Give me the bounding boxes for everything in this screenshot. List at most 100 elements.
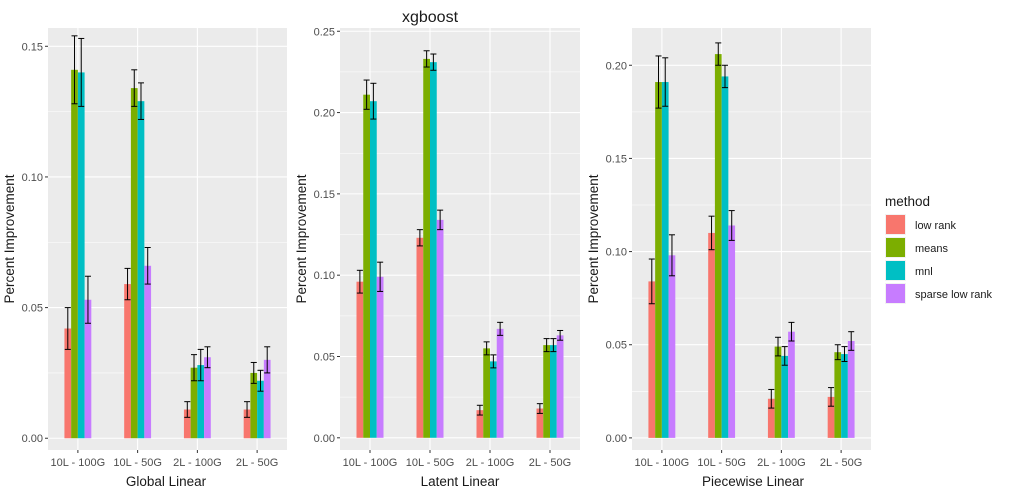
panel-1: 0.00 0.05 0.10 0.15 10L - 100G 10L - 50G 2L - … xyxy=(2,28,287,489)
error-bar xyxy=(550,338,557,353)
bar xyxy=(728,225,736,438)
x-tick-label: 10L - 50G xyxy=(697,457,746,469)
bar xyxy=(250,372,258,439)
x-tick-label: 2L - 100G xyxy=(757,457,806,469)
x-axis-title: Global Linear xyxy=(126,474,207,489)
error-bar xyxy=(64,307,71,350)
bar xyxy=(655,82,662,438)
bar xyxy=(550,345,557,438)
bar xyxy=(767,398,775,438)
error-bar xyxy=(668,234,675,277)
y-axis-title: Percent Improvement xyxy=(294,174,309,303)
legend-label: low rank xyxy=(915,220,956,232)
bar xyxy=(363,94,370,438)
error-bar xyxy=(768,388,775,409)
error-bar xyxy=(715,42,722,66)
bar xyxy=(490,361,497,438)
bar xyxy=(204,357,211,439)
bar xyxy=(190,367,198,439)
bar xyxy=(370,101,377,438)
bar xyxy=(781,355,789,438)
error-bar xyxy=(648,258,655,305)
error-bar xyxy=(848,331,855,351)
error-bar xyxy=(197,348,204,382)
error-bar xyxy=(437,209,444,231)
bar xyxy=(423,58,430,438)
error-bar xyxy=(781,346,788,366)
y-tick-label: 0.20 xyxy=(314,108,335,120)
bar xyxy=(834,352,842,438)
x-tick-label: 10L - 50G xyxy=(406,457,455,469)
bar xyxy=(536,408,544,438)
bar xyxy=(714,54,722,438)
bar xyxy=(841,354,848,438)
bar xyxy=(77,72,85,439)
y-tick-label: 0.00 xyxy=(22,433,43,445)
error-bar xyxy=(244,401,251,418)
legend-swatch xyxy=(886,215,905,234)
x-tick-label: 10L - 100G xyxy=(343,457,398,469)
y-tick-label: 0.05 xyxy=(22,303,43,315)
x-tick-label: 2L - 50G xyxy=(529,457,571,469)
y-tick-label: 0.00 xyxy=(314,433,335,445)
error-bar xyxy=(536,403,543,414)
legend-item: sparse low rank xyxy=(885,283,993,304)
bar xyxy=(496,328,504,438)
legend-label: sparse low rank xyxy=(915,289,993,301)
y-tick-label: 0.00 xyxy=(606,433,627,445)
bar xyxy=(788,331,795,438)
error-bar xyxy=(828,387,835,407)
bar xyxy=(661,82,669,438)
error-bar xyxy=(264,346,271,374)
error-bar xyxy=(557,329,564,341)
bar xyxy=(648,281,656,438)
legend-label: means xyxy=(915,243,949,255)
y-tick-label: 0.10 xyxy=(22,172,43,184)
legend-swatch xyxy=(886,261,905,280)
y-tick-label: 0.10 xyxy=(606,247,627,259)
error-bar xyxy=(250,361,257,384)
error-bar xyxy=(774,336,782,357)
legend-item: mnl xyxy=(885,260,933,281)
y-tick-label: 0.20 xyxy=(606,60,627,72)
x-tick-label: 2L - 50G xyxy=(820,457,862,469)
y-tick-label: 0.05 xyxy=(606,340,627,352)
legend-swatch xyxy=(886,284,905,303)
y-tick-label: 0.15 xyxy=(606,153,627,165)
error-bar xyxy=(841,346,848,363)
bar xyxy=(183,409,191,439)
error-bar xyxy=(84,275,91,324)
bar xyxy=(124,284,131,439)
y-tick-label: 0.15 xyxy=(22,41,43,53)
bar xyxy=(257,380,264,439)
error-bar xyxy=(131,69,138,107)
bar xyxy=(430,62,437,438)
y-tick-label: 0.10 xyxy=(314,270,335,282)
error-bar xyxy=(124,267,131,301)
y-axis-title: Percent Improvement xyxy=(586,174,601,303)
legend-swatch xyxy=(886,238,905,257)
error-bar xyxy=(144,246,151,285)
x-axis-title: Piecewise Linear xyxy=(702,474,805,489)
legend-items: low rank means mnl sparse low rank xyxy=(885,214,993,304)
error-bar xyxy=(184,401,191,418)
error-bar xyxy=(190,354,198,382)
bar xyxy=(708,232,715,438)
bar xyxy=(556,335,564,438)
bar xyxy=(356,281,364,438)
error-bar xyxy=(137,82,145,120)
error-bar xyxy=(476,404,483,416)
error-bar xyxy=(257,369,264,392)
y-tick-label: 0.05 xyxy=(314,351,335,363)
error-bar xyxy=(662,57,669,107)
error-bar xyxy=(377,261,384,292)
legend-title: method xyxy=(885,194,930,209)
error-bar xyxy=(71,35,78,105)
error-bar xyxy=(497,321,504,336)
bar xyxy=(847,341,855,438)
error-bar xyxy=(204,346,211,369)
bar xyxy=(71,69,78,439)
bar xyxy=(774,346,782,438)
x-tick-label: 2L - 50G xyxy=(236,457,278,469)
